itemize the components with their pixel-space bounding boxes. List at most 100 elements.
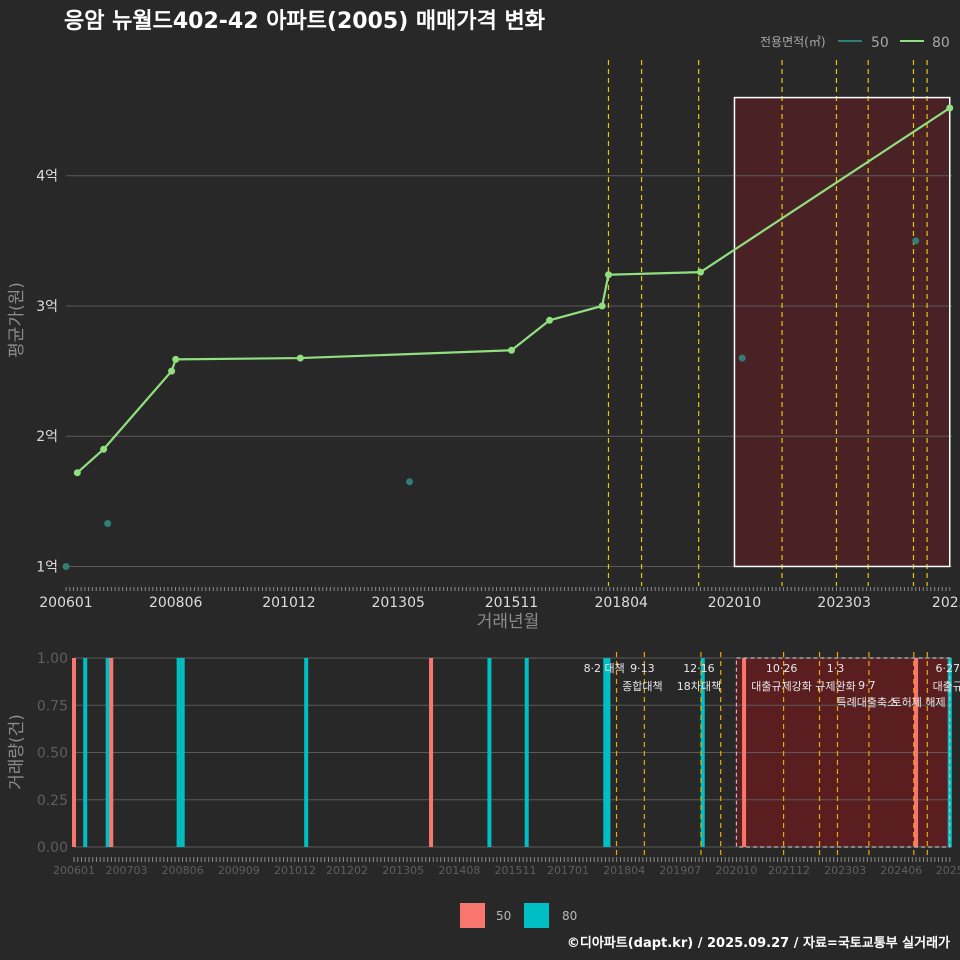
policy-label: 특례대출축소 [837, 696, 898, 709]
volume-bar-50 [109, 658, 114, 847]
legend-top-80-label: 80 [932, 35, 950, 51]
x-tick-label: 200703 [106, 864, 148, 877]
y-axis-title: 거래량(건) [7, 714, 27, 790]
y-tick-label: 4억 [36, 169, 58, 185]
legend-bottom-80-label: 80 [562, 909, 577, 923]
series-80-point [946, 104, 954, 112]
series-80-point [73, 469, 81, 477]
legend-top-50-label: 50 [871, 35, 889, 51]
x-tick-label: 201305 [371, 595, 424, 611]
x-tick-label: 201202 [326, 864, 368, 877]
x-tick-label: 202010 [708, 595, 761, 611]
x-tick-label: 202112 [768, 864, 810, 877]
volume-bar-80 [176, 658, 181, 847]
series-80-point [598, 302, 606, 310]
x-tick-label: 201511 [485, 595, 538, 611]
series-50-point [104, 519, 112, 527]
y-tick-label: 1.00 [37, 651, 68, 667]
policy-label: 대출규제강화 [751, 680, 812, 693]
volume-bar-80 [83, 658, 88, 847]
policy-label: 1·3 [827, 662, 845, 675]
volume-panel: 0.00 0.25 0.50 0.75 1.00 8·2 대책 9·13 종합대책 12·16 1… [7, 651, 960, 877]
y-axis-title: 평균가(원) [7, 282, 27, 358]
volume-bar-80 [105, 658, 110, 847]
policy-label: 12·16 [683, 662, 715, 675]
footer-credit: ©디아파트(dapt.kr) / 2025.09.27 / 자료=국토교통부 실… [567, 935, 950, 951]
policy-label: 대출규 [933, 680, 960, 693]
x-tick-label: 200909 [218, 864, 260, 877]
chart-title: 응암 뉴월드402-42 아파트(2005) 매매가격 변화 [64, 9, 545, 34]
volume-bar-80 [603, 658, 608, 847]
series-80-point [168, 367, 176, 375]
x-tick-label: 202303 [824, 864, 866, 877]
x-tick-label: 202406 [880, 864, 922, 877]
x-tick-label: 200601 [53, 864, 95, 877]
x-tick-label: 200601 [39, 595, 92, 611]
x-tick-label: 201804 [594, 595, 648, 611]
x-tick-label: 200806 [162, 864, 204, 877]
volume-bar-50 [914, 658, 919, 847]
legend-bottom-50-swatch [460, 903, 485, 928]
policy-label: 9·7 [858, 679, 876, 692]
series-80-point [507, 346, 515, 354]
series-50-point [912, 237, 920, 245]
highlight-border [735, 657, 951, 848]
policy-label: 규제완화 [815, 680, 855, 693]
price-panel: 1억 2억 3억 4억 200601 200806 201012 201305 201511 20… [7, 60, 960, 632]
series-80-point [604, 271, 612, 279]
series-50-point [406, 478, 414, 486]
volume-bar-80 [487, 658, 492, 847]
volume-bar-80 [700, 658, 705, 847]
volume-bar-50 [429, 658, 434, 847]
x-tick-label: 201701 [547, 864, 589, 877]
y-tick-label: 3억 [36, 299, 58, 315]
y-tick-label: 1억 [36, 559, 58, 575]
volume-bar-80 [304, 658, 309, 847]
x-tick-label: 201408 [438, 864, 480, 877]
volume-bar-50 [742, 658, 747, 847]
policy-label: 토허제 해제 [892, 695, 946, 709]
policy-label: 18차대책 [677, 680, 721, 693]
series-80-point [100, 445, 108, 453]
volume-bar-80 [947, 658, 952, 847]
legend-bottom-50-label: 50 [496, 909, 511, 923]
policy-label: 종합대책 [622, 680, 662, 693]
policy-label: 9·13 [630, 662, 655, 675]
y-tick-label: 0.50 [37, 746, 68, 762]
series-80-point [546, 316, 554, 324]
y-tick-label: 0.75 [37, 698, 68, 714]
x-tick-label: 200806 [149, 595, 203, 611]
volume-bar-80 [180, 658, 185, 847]
highlight-border [733, 96, 951, 568]
x-tick-label: 2025 [936, 864, 960, 877]
series-50-point [62, 562, 70, 570]
policy-label: 6·27 [936, 662, 960, 675]
volume-bar-50 [72, 658, 76, 847]
x-tick-label: 202303 [817, 595, 870, 611]
x-tick-label: 201012 [274, 864, 316, 877]
y-tick-label: 0.00 [37, 840, 68, 856]
x-tick-label: 201907 [659, 864, 701, 877]
highlight-region [734, 97, 950, 567]
policy-label: 10·26 [766, 662, 798, 675]
x-tick-label: 2025 [932, 595, 960, 611]
y-tick-label: 0.25 [37, 793, 68, 809]
x-tick-label: 201804 [603, 864, 645, 877]
volume-bar-80 [524, 658, 529, 847]
series-80-point [696, 268, 704, 276]
x-tick-label: 201012 [262, 595, 315, 611]
legend-bottom-80-swatch [524, 903, 549, 928]
volume-bar-80 [606, 658, 611, 847]
y-tick-label: 2억 [36, 429, 58, 445]
legend-top-title: 전용면적(㎡) [760, 35, 826, 49]
x-tick-label: 201305 [382, 864, 424, 877]
x-tick-label: 201511 [494, 864, 536, 877]
series-80-point [172, 355, 180, 363]
series-50-point [738, 354, 746, 362]
x-tick-label: 202010 [715, 864, 757, 877]
x-axis-title: 거래년월 [477, 612, 540, 632]
series-80-point [296, 354, 304, 362]
policy-label: 8·2 대책 [584, 662, 625, 675]
